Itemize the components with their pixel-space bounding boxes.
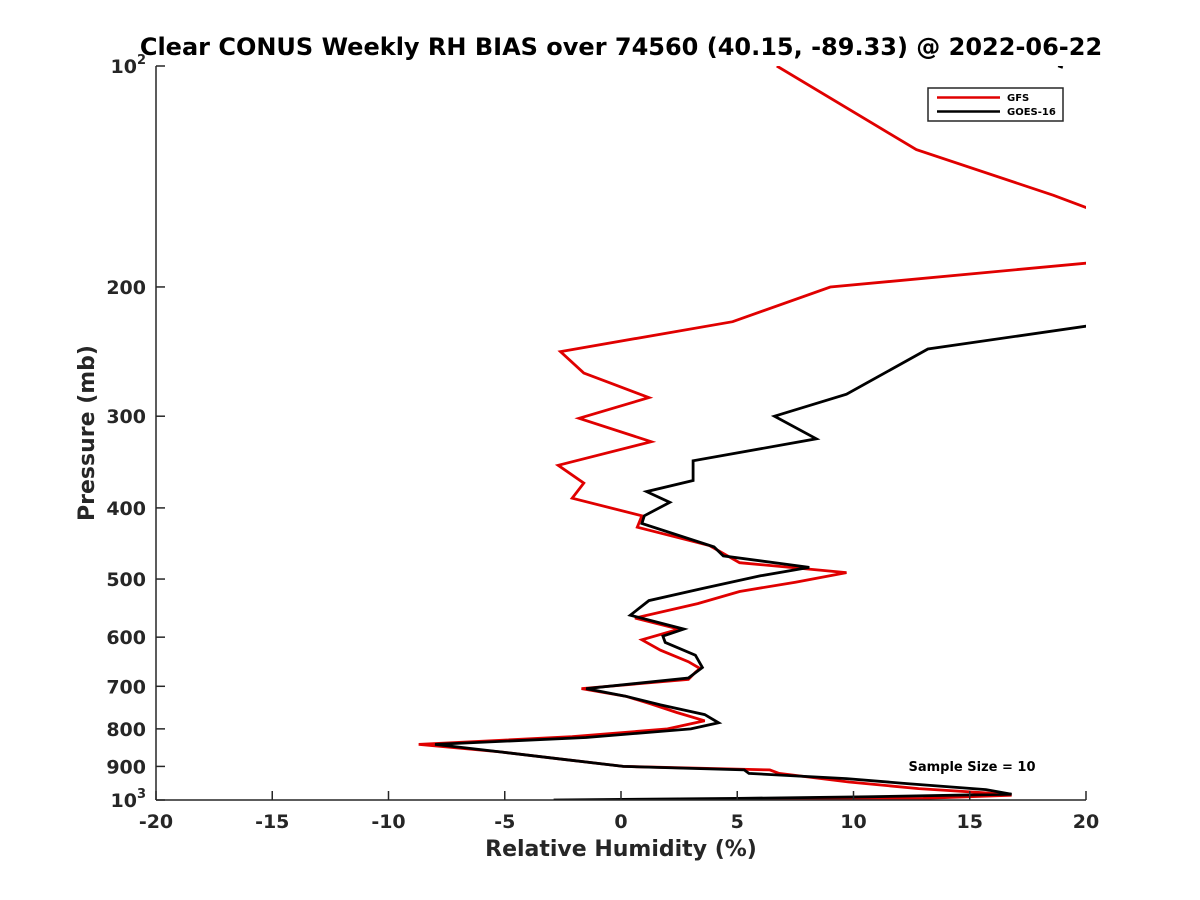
y-tick-label-base: 10 — [111, 56, 137, 78]
x-tick-label: 15 — [957, 811, 983, 833]
sample-size-annotation: Sample Size = 10 — [908, 760, 1035, 775]
legend-label-gfs: GFS — [1007, 93, 1029, 104]
y-tick-label: 900 — [106, 756, 146, 778]
y-tick-label: 600 — [106, 627, 146, 649]
y-tick-label-base: 600 — [106, 627, 146, 649]
y-tick-label-base: 700 — [106, 676, 146, 698]
y-tick-label-base: 200 — [106, 277, 146, 299]
legend-label-goes16: GOES-16 — [1007, 107, 1056, 118]
y-tick-label: 700 — [106, 676, 146, 698]
legend-box — [927, 87, 1064, 122]
y-tick-label-exponent: 3 — [137, 787, 146, 802]
x-tick-label: -10 — [371, 811, 405, 833]
x-tick-label: 5 — [731, 811, 744, 833]
y-tick-label: 400 — [106, 498, 146, 520]
y-axis-label: Pressure (mb) — [75, 345, 100, 521]
x-tick-label: -20 — [139, 811, 173, 833]
y-tick-label: 102 — [111, 53, 147, 78]
x-ticks: -20 -15 -10 -5 0 5 10 15 20 — [139, 791, 1099, 833]
y-tick-label: 500 — [106, 569, 146, 591]
y-tick-label-exponent: 2 — [137, 53, 146, 68]
x-tick-label: 10 — [840, 811, 866, 833]
y-tick-label-base: 800 — [106, 719, 146, 741]
x-axis-label: Relative Humidity (%) — [485, 837, 757, 862]
y-tick-label: 200 — [106, 277, 146, 299]
legend: GFS GOES-16 — [927, 87, 1064, 122]
x-tick-label: -5 — [494, 811, 515, 833]
series-layer — [418, 66, 1086, 800]
y-tick-label: 300 — [106, 406, 146, 428]
x-tick-label: 0 — [614, 811, 627, 833]
y-tick-label-base: 900 — [106, 756, 146, 778]
x-tick-label: 20 — [1073, 811, 1099, 833]
y-tick-label-base: 10 — [111, 790, 137, 812]
chart-title: Clear CONUS Weekly RH BIAS over 74560 (4… — [140, 33, 1102, 61]
series-line-goes16 — [434, 324, 1086, 800]
x-tick-label: -15 — [255, 811, 289, 833]
y-tick-label: 800 — [106, 719, 146, 741]
series-line-fragment — [1057, 66, 1064, 69]
y-tick-label: 103 — [111, 787, 147, 812]
y-tick-label-base: 300 — [106, 406, 146, 428]
y-tick-label-base: 500 — [106, 569, 146, 591]
y-tick-label-base: 400 — [106, 498, 146, 520]
